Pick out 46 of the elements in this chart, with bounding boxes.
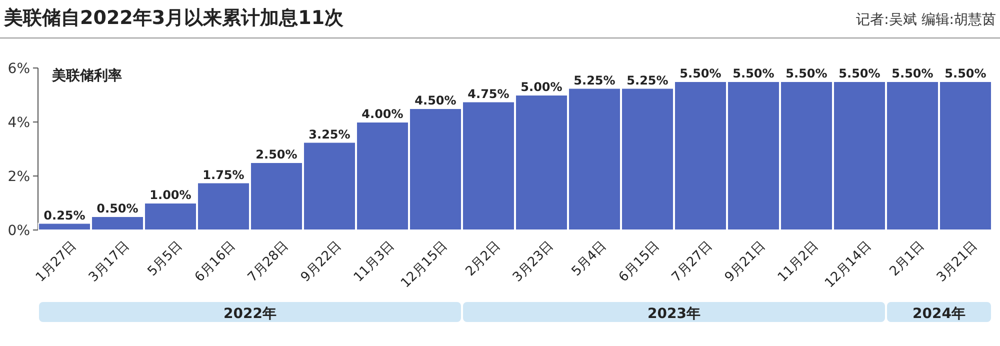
data-label: 1.00% xyxy=(150,188,192,202)
x-tick-label: 5月4日 xyxy=(569,238,610,280)
text: 记者:吴斌 编辑:胡慧茵 xyxy=(856,12,996,28)
x-tick-label: 3月17日 xyxy=(86,238,133,286)
x-tick-label: 3月21日 xyxy=(934,238,981,286)
x-tick-label: 6月16日 xyxy=(192,238,239,286)
x-tick-label: 12月15日 xyxy=(398,238,451,292)
x-tick-label: 12月14日 xyxy=(822,238,875,292)
text: 2023年 xyxy=(648,306,700,322)
data-label: 5.50% xyxy=(892,66,934,80)
x-tick-label: 7月27日 xyxy=(669,238,716,286)
data-label: 5.50% xyxy=(786,66,828,80)
data-label: 5.25% xyxy=(574,73,616,88)
text: 2024年 xyxy=(912,306,966,322)
data-label: 3.25% xyxy=(308,127,350,142)
x-tick-label: 7月28日 xyxy=(245,238,292,286)
data-label: 0.50% xyxy=(96,202,138,216)
text: 2022年 xyxy=(224,306,276,322)
data-label: 4.75% xyxy=(468,86,510,101)
x-tick-label: 5月5日 xyxy=(145,238,186,280)
x-tick-label: 2月2日 xyxy=(463,238,504,280)
data-label: 5.50% xyxy=(944,66,986,80)
y-tick-label: 4% xyxy=(8,115,30,131)
y-tick-label: 2% xyxy=(8,169,30,185)
x-tick-label: 11月3日 xyxy=(351,238,398,286)
data-label: 0.25% xyxy=(44,208,86,222)
data-label: 5.50% xyxy=(732,66,774,80)
y-axis-title: 美联储利率 xyxy=(51,67,122,84)
data-label: 1.75% xyxy=(202,168,244,182)
data-label: 2.50% xyxy=(256,148,298,162)
x-tick-label: 11月2日 xyxy=(775,238,822,286)
y-tick-label: 0% xyxy=(8,223,30,239)
data-label: 5.50% xyxy=(680,66,722,80)
chart-title: 美联储自2022年3月以来累计加息11次 xyxy=(3,7,345,29)
x-tick-label: 1月27日 xyxy=(33,238,80,286)
x-tick-label: 3月23日 xyxy=(510,238,557,286)
data-label: 5.00% xyxy=(520,80,562,94)
x-tick-label: 9月22日 xyxy=(298,238,345,286)
x-tick-label: 9月21日 xyxy=(722,238,769,286)
data-label: 4.00% xyxy=(362,107,404,121)
data-label: 5.25% xyxy=(626,73,668,88)
y-tick-label: 6% xyxy=(8,61,30,77)
x-tick-label: 2月1日 xyxy=(887,238,928,280)
x-tick-label: 6月15日 xyxy=(616,238,663,286)
data-label: 4.50% xyxy=(414,94,456,108)
data-label: 5.50% xyxy=(838,66,880,80)
